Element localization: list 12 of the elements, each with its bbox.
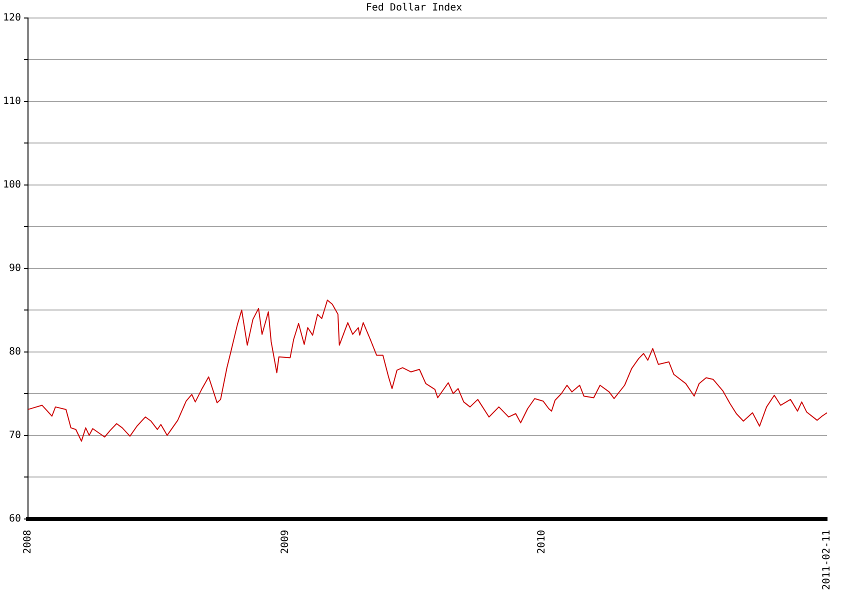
y-tick-label: 80 <box>9 346 22 358</box>
y-tick-label: 70 <box>9 430 22 441</box>
y-tick-label: 90 <box>9 262 22 274</box>
y-tick-label: 100 <box>3 180 22 191</box>
x-tick-label: 2011-02-11 <box>822 530 833 590</box>
y-tick-label: 110 <box>3 96 22 108</box>
chart-title: Fed Dollar Index <box>366 2 462 14</box>
y-tick-label: 120 <box>3 12 22 24</box>
x-tick-label: 2008 <box>22 530 34 554</box>
x-tick-label: 2010 <box>536 530 548 554</box>
x-tick-label: 2009 <box>280 530 291 554</box>
y-tick-label: 60 <box>9 513 22 524</box>
